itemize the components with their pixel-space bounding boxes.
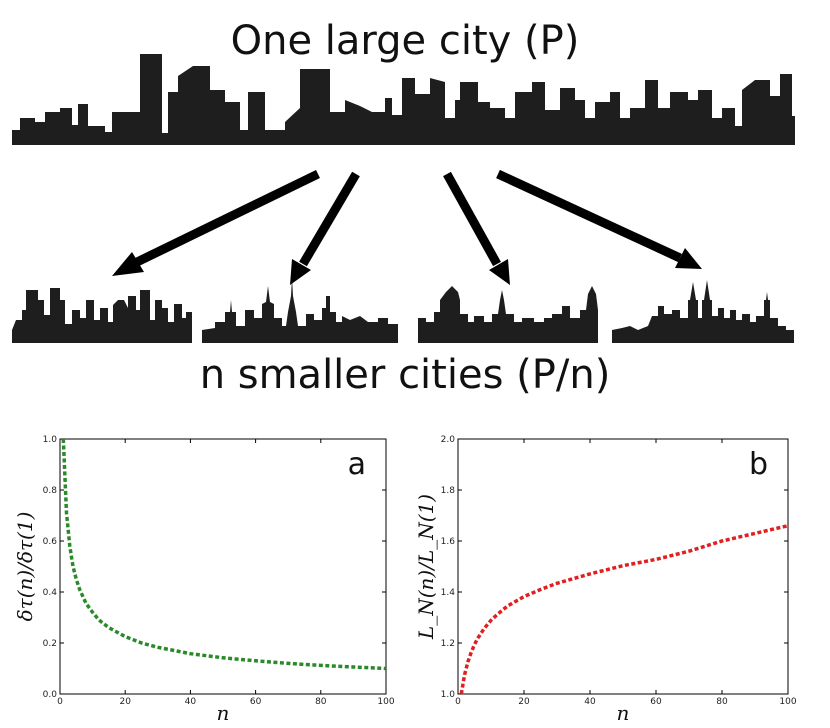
y-tick-label: 1.0: [441, 690, 456, 700]
y-axis-label: δτ(n)/δτ(1): [13, 512, 37, 622]
y-tick-label: 1.0: [43, 435, 58, 445]
small-city-skyline-2: [202, 278, 398, 343]
y-tick-label: 0.0: [43, 690, 58, 700]
x-tick-label: 60: [250, 697, 262, 707]
panel-label: b: [749, 447, 768, 482]
x-axis-label: n: [617, 701, 630, 725]
x-tick-label: 20: [518, 697, 530, 707]
arrow-to-city-1: [133, 169, 320, 268]
arrow-to-city-4: [496, 169, 682, 263]
arrow-head-4: [675, 248, 702, 269]
x-tick-label: 60: [650, 697, 662, 707]
x-tick-label: 100: [377, 697, 394, 707]
y-tick-label: 1.4: [441, 588, 456, 598]
y-tick-label: 1.2: [441, 639, 455, 649]
y-axis-label: L_N(n)/L_N(1): [414, 494, 438, 640]
x-tick-label: 80: [315, 697, 327, 707]
y-tick-label: 0.4: [43, 588, 58, 598]
x-tick-label: 40: [185, 697, 197, 707]
arrow-to-city-3: [443, 171, 501, 267]
x-tick-label: 0: [57, 697, 63, 707]
y-tick-label: 0.8: [43, 486, 58, 496]
x-tick-label: 0: [455, 697, 461, 707]
x-tick-label: 20: [119, 697, 131, 707]
arrow-head-1: [112, 252, 144, 276]
x-tick-label: 80: [716, 697, 728, 707]
x-axis-label: n: [217, 701, 230, 725]
small-city-skyline-4: [612, 280, 794, 343]
series-line: [459, 523, 789, 695]
arrow-head-2: [290, 259, 311, 285]
x-tick-label: 100: [779, 697, 796, 707]
series-line: [61, 438, 387, 671]
y-tick-label: 0.2: [43, 639, 57, 649]
arrow-to-city-2: [299, 171, 360, 267]
plot-frame: [457, 438, 789, 695]
x-tick-label: 40: [584, 697, 596, 707]
y-tick-label: 1.8: [441, 486, 456, 496]
arrow-head-3: [489, 259, 510, 285]
y-tick-label: 0.6: [43, 537, 58, 547]
panel-label: a: [348, 447, 366, 482]
plot-a: 0 20 40 60 80 100 0.0 0.2 0.4 0.6 0.8 1.0 a n δτ(n)/δτ…: [13, 435, 395, 725]
y-tick-label: 1.6: [441, 537, 456, 547]
small-city-skyline-3: [418, 286, 598, 343]
smaller-cities-label: n smaller cities (P/n): [199, 352, 611, 398]
plot-frame: [59, 438, 387, 695]
small-city-skyline-1: [12, 288, 192, 343]
city-diagram: [12, 54, 795, 343]
large-city-label: One large city (P): [230, 18, 580, 64]
large-city-skyline: [12, 54, 795, 145]
y-tick-label: 2.0: [441, 435, 456, 445]
split-arrows: [112, 169, 702, 285]
plot-b: 0 20 40 60 80 100 1.0 1.2 1.4 1.6 1.8 2.0 b n L_N(n)/L…: [414, 435, 797, 725]
